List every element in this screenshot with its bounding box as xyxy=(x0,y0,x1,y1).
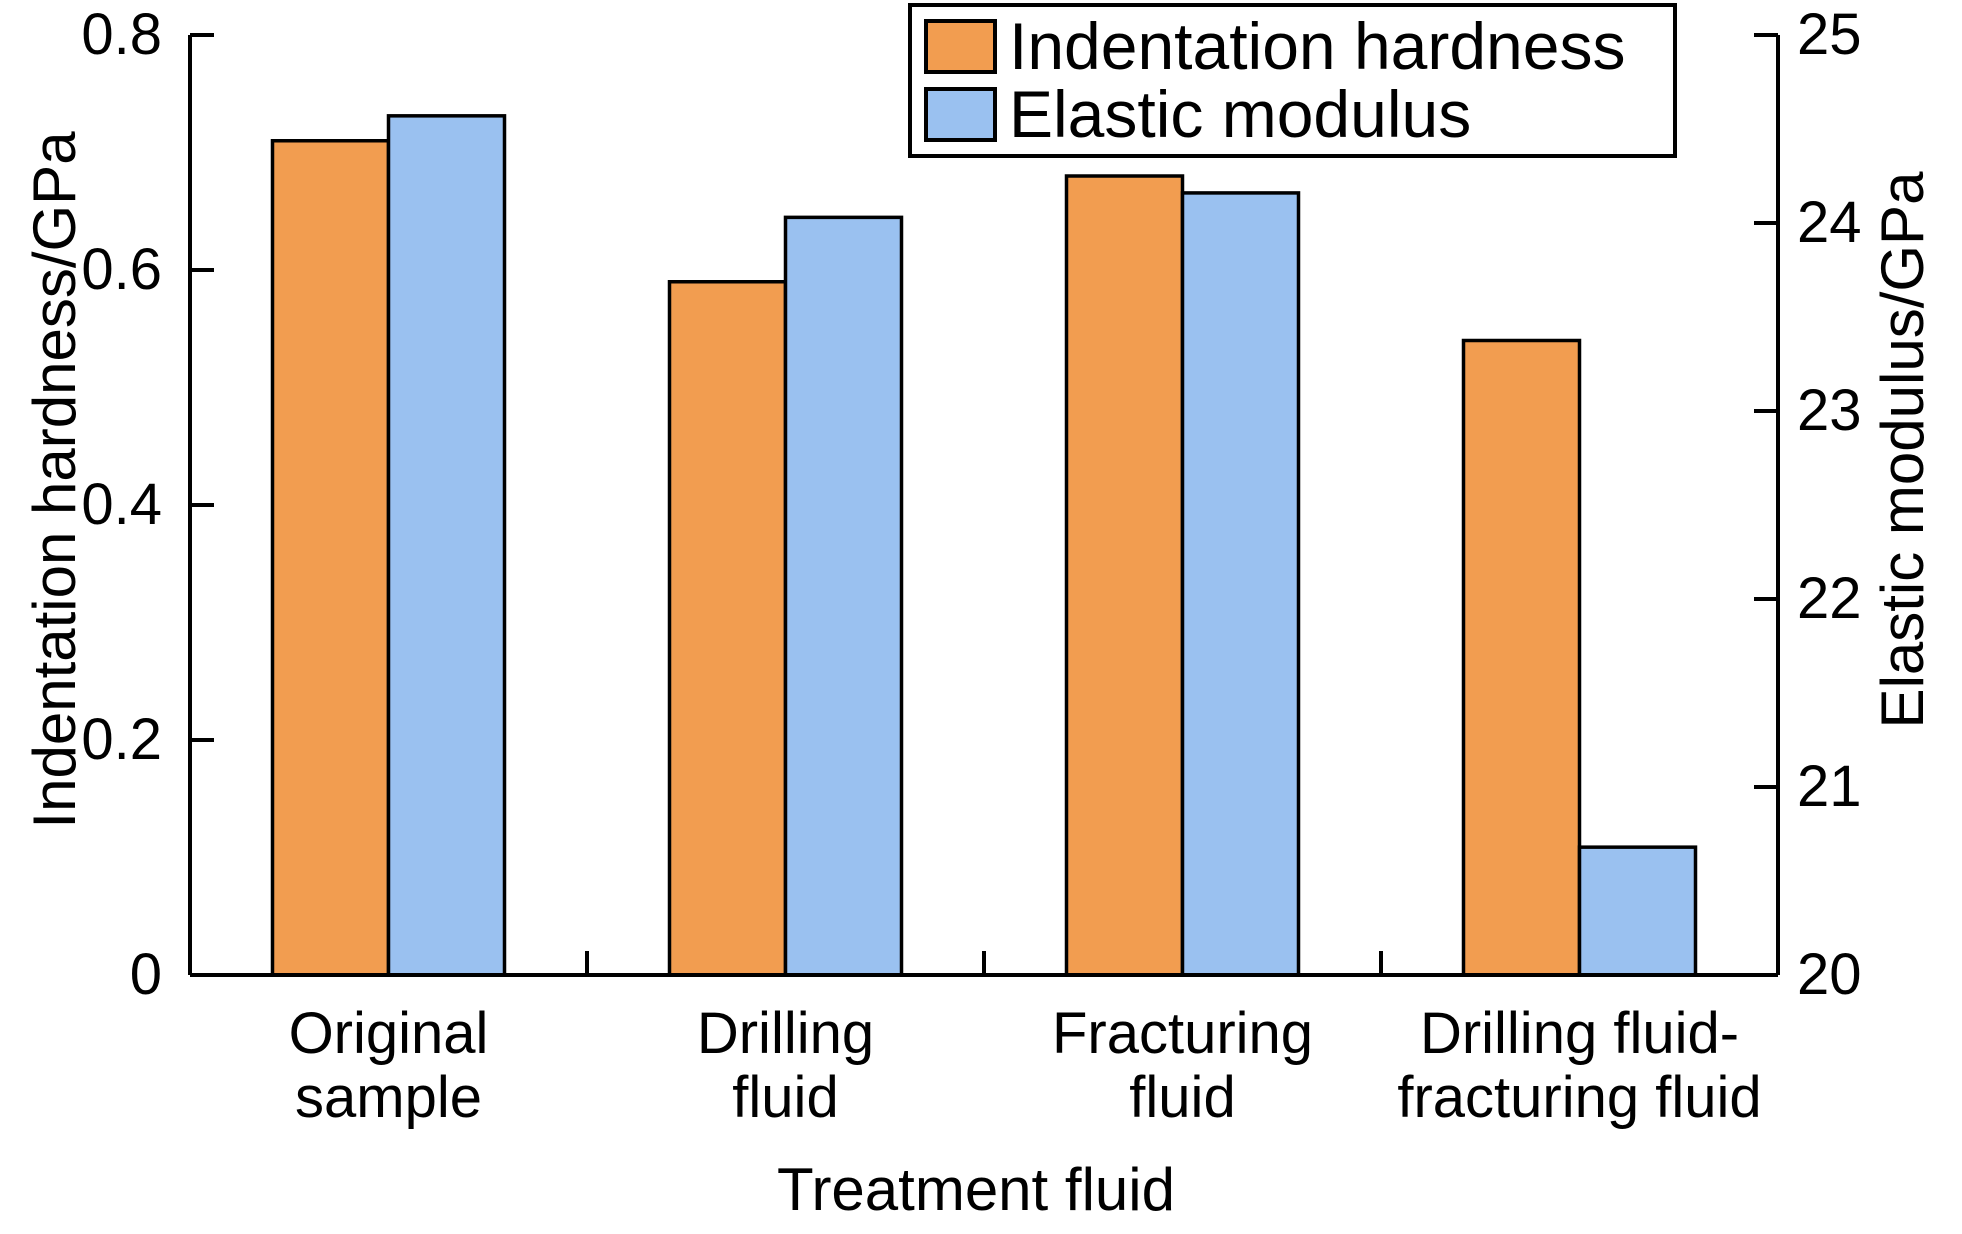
left-axis-title: Indentation hardness/GPa xyxy=(21,131,88,829)
bar-indentation-hardness-original xyxy=(270,139,391,977)
legend-entry-elastic-modulus: Elastic modulus xyxy=(924,76,1673,151)
legend-swatch-indentation-hardness xyxy=(924,19,997,75)
x-axis-title: Treatment fluid xyxy=(777,1156,1175,1223)
legend-swatch-elastic-modulus xyxy=(924,86,997,142)
bar-elastic-modulus-drilling-fluid- xyxy=(1577,845,1698,977)
legend-entry-indentation-hardness: Indentation hardness xyxy=(924,9,1673,84)
legend-label-elastic-modulus: Elastic modulus xyxy=(1009,76,1472,151)
legend: Indentation hardness Elastic modulus xyxy=(908,3,1677,158)
right-axis-title: Elastic modulus/GPa xyxy=(1869,171,1936,729)
bar-indentation-hardness-drilling xyxy=(667,280,788,977)
bar-elastic-modulus-drilling xyxy=(783,215,904,977)
bar-indentation-hardness-fracturing xyxy=(1064,174,1185,977)
legend-label-indentation-hardness: Indentation hardness xyxy=(1009,9,1626,84)
bar-indentation-hardness-drilling-fluid- xyxy=(1461,338,1582,977)
bar-elastic-modulus-original xyxy=(386,114,507,977)
bar-elastic-modulus-fracturing xyxy=(1180,191,1301,977)
